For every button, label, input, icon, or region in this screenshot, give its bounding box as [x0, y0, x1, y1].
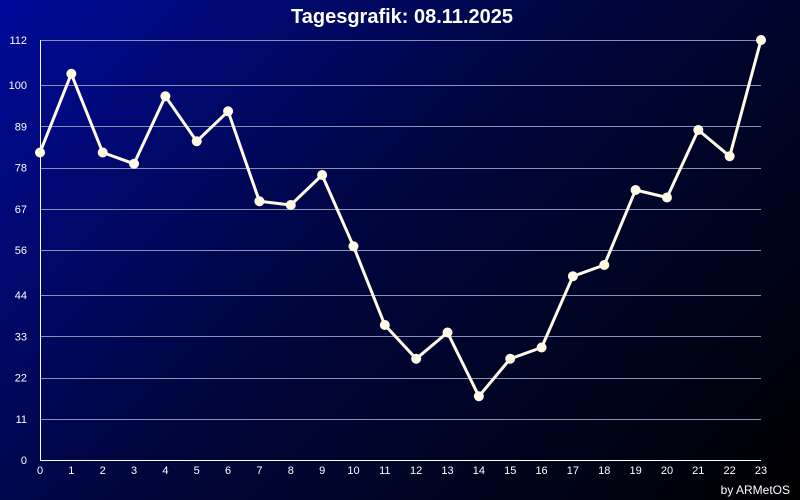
data-point: [442, 327, 453, 338]
data-point: [348, 241, 359, 252]
data-point: [661, 192, 672, 203]
series-line: [38, 39, 763, 398]
data-point: [97, 147, 108, 158]
y-tick-label: 22: [15, 373, 27, 385]
y-tick-label: 112: [9, 35, 27, 47]
x-tick-label: 17: [567, 465, 579, 477]
data-point: [223, 106, 234, 117]
y-tick-label: 89: [15, 121, 27, 133]
x-tick-label: 20: [661, 465, 673, 477]
x-tick-label: 23: [755, 465, 767, 477]
data-point: [191, 136, 202, 147]
chart-title: Tagesgrafik: 08.11.2025: [291, 6, 513, 28]
y-tick-label: 78: [15, 163, 27, 175]
x-tick-label: 16: [535, 465, 547, 477]
x-tick-label: 19: [629, 465, 641, 477]
credit-label: by ARMetOS: [721, 483, 790, 497]
data-point: [630, 185, 641, 195]
x-axis-ticks: 0 1 2 3 4 5 6 7 8 9 10 11 12 13 14 15 16 17 18 19 20 21 22 23: [37, 465, 767, 477]
x-tick-label: 0: [37, 465, 43, 477]
x-tick-label: 22: [724, 465, 736, 477]
data-point: [317, 170, 328, 180]
axes: [40, 40, 761, 461]
y-tick-label: 100: [9, 80, 27, 92]
data-point: [254, 196, 265, 207]
x-tick-label: 11: [379, 465, 390, 477]
data-point: [536, 342, 547, 353]
data-point: [411, 353, 422, 364]
x-tick-label: 5: [194, 465, 200, 477]
x-tick-label: 13: [441, 465, 453, 477]
y-tick-label: 56: [15, 245, 27, 257]
y-tick-label: 44: [15, 290, 27, 302]
x-tick-label: 3: [131, 465, 137, 477]
data-point: [66, 68, 77, 79]
data-point: [567, 271, 578, 282]
data-series: [35, 35, 766, 402]
x-tick-label: 15: [504, 465, 516, 477]
y-tick-label: 67: [15, 204, 27, 216]
y-tick-label: 33: [15, 331, 27, 343]
data-point: [285, 200, 296, 210]
data-point: [756, 35, 766, 45]
y-tick-label: 0: [21, 455, 27, 467]
y-tick-label: 11: [16, 414, 27, 426]
data-point: [505, 353, 516, 364]
x-tick-label: 21: [692, 465, 704, 477]
data-point: [129, 158, 140, 169]
x-tick-label: 2: [100, 465, 106, 477]
x-tick-label: 1: [68, 465, 74, 477]
x-tick-label: 4: [162, 465, 168, 477]
x-tick-label: 7: [256, 465, 262, 477]
data-point: [160, 91, 171, 102]
x-tick-label: 8: [288, 465, 294, 477]
x-tick-label: 14: [473, 465, 485, 477]
x-tick-label: 10: [347, 465, 359, 477]
grid: [40, 40, 761, 420]
y-axis-ticks: 0 11 22 33 44 56 67 78 89 100 112: [9, 35, 27, 467]
x-tick-label: 12: [410, 465, 422, 477]
x-tick-label: 6: [225, 465, 231, 477]
data-point: [599, 260, 610, 270]
data-point: [724, 151, 735, 162]
x-tick-label: 9: [319, 465, 325, 477]
data-point: [693, 125, 704, 135]
data-point: [473, 391, 484, 402]
data-point: [35, 147, 45, 158]
x-tick-label: 18: [598, 465, 610, 477]
data-point: [379, 320, 390, 330]
